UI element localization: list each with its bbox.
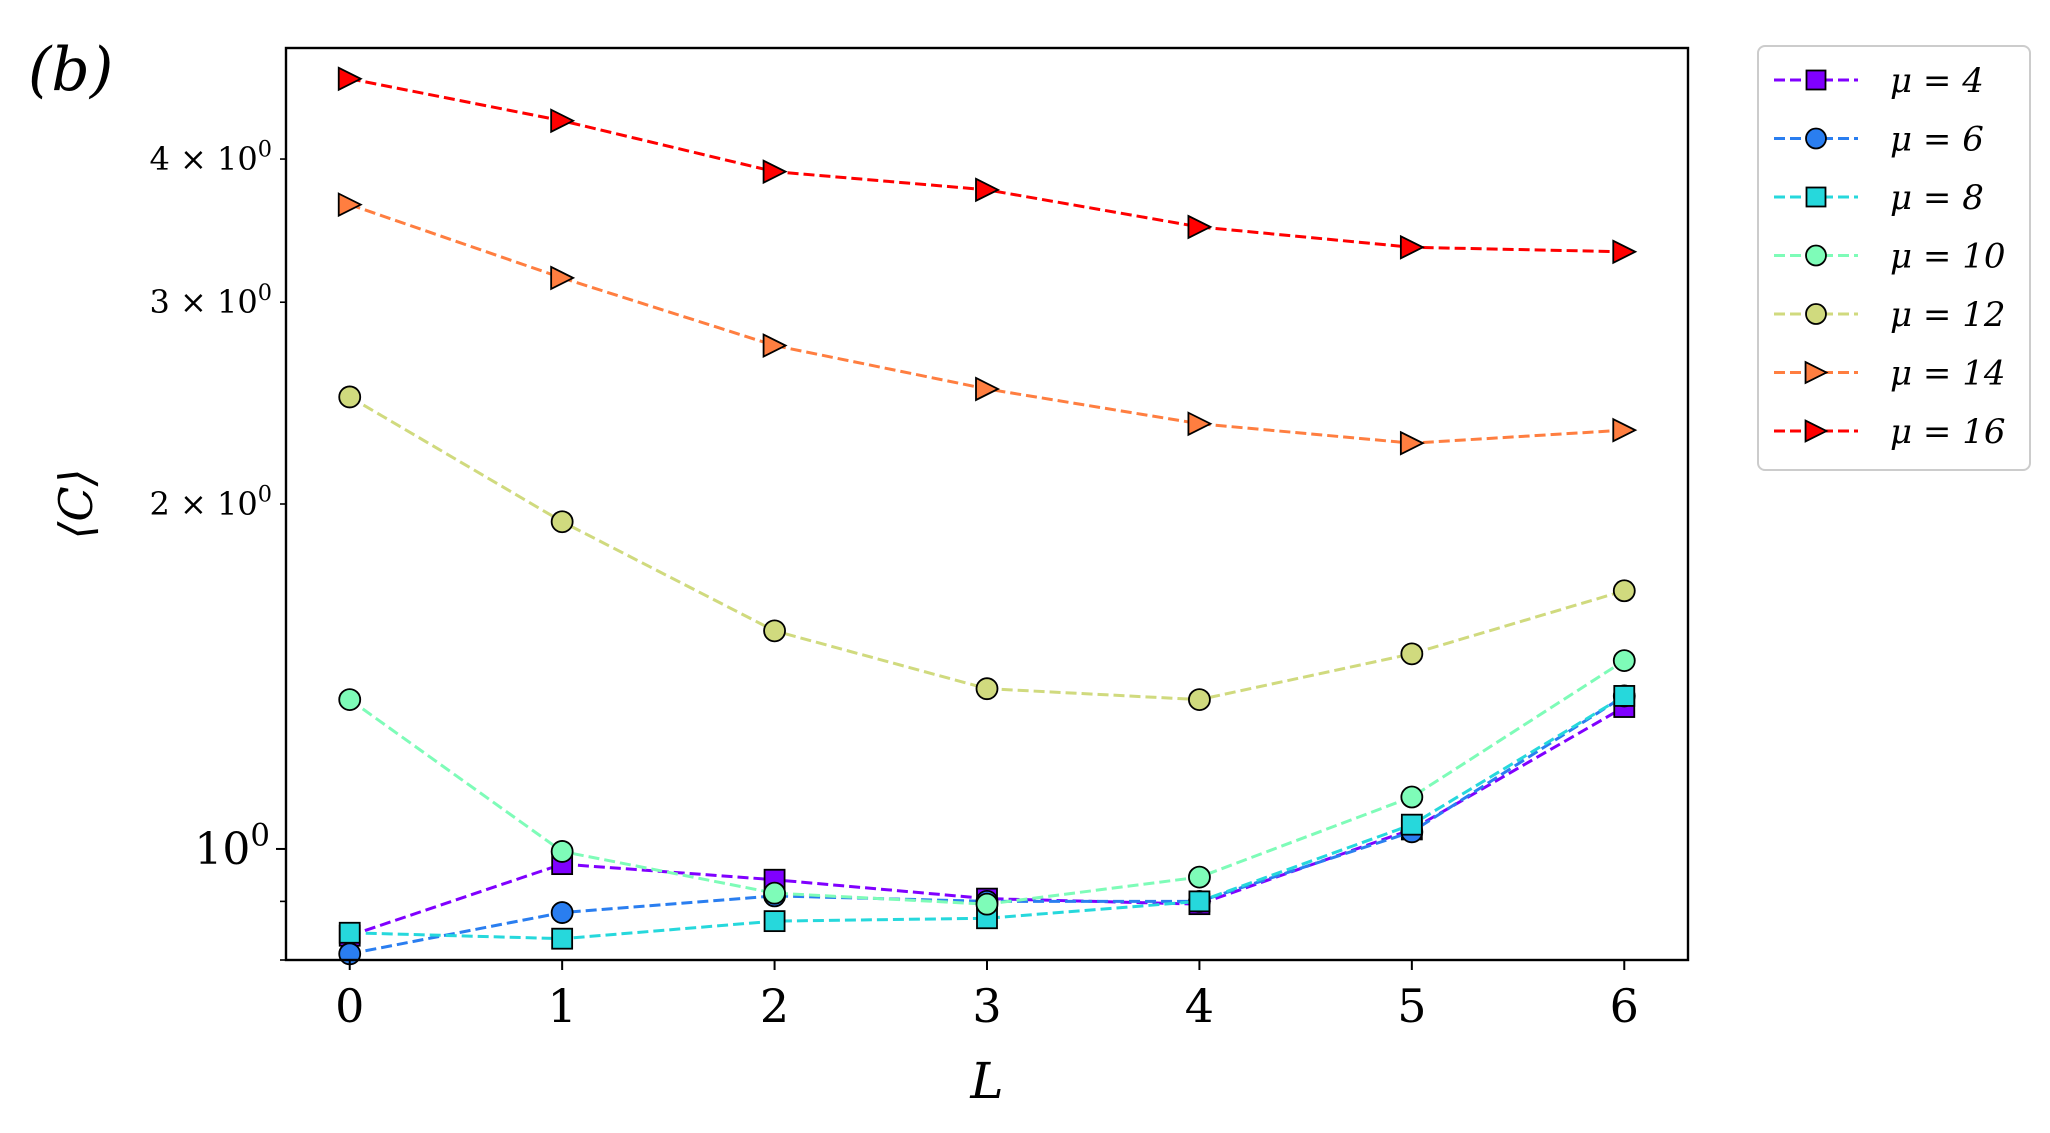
y-axis: 100 2 × 100 3 × 100 4 × 100 — [150, 137, 286, 961]
data-point — [338, 385, 362, 409]
legend-entry: μ = 4 — [1774, 61, 1984, 101]
legend-label: μ = 14 — [1890, 354, 2005, 394]
data-point — [1400, 642, 1424, 666]
data-point — [763, 619, 786, 643]
panel-label: (b) — [28, 35, 113, 105]
data-point — [1400, 785, 1424, 809]
data-point — [1612, 649, 1636, 673]
y-tick-label: 2 × 100 — [150, 482, 272, 523]
data-point — [1400, 813, 1423, 836]
data-point — [550, 901, 574, 924]
data-point — [1187, 214, 1213, 240]
data-point — [1612, 417, 1638, 443]
series-line — [349, 77, 1625, 254]
data-point — [1188, 865, 1211, 889]
data-point — [337, 66, 363, 92]
legend-frame — [1757, 45, 2031, 471]
legend-entry: μ = 8 — [1774, 178, 1984, 218]
data-point — [1399, 430, 1425, 456]
x-tick-label: 4 — [1185, 979, 1214, 1033]
x-tick-label: 2 — [760, 979, 789, 1033]
legend-marker — [1805, 244, 1827, 267]
legend-label: μ = 12 — [1890, 295, 2005, 335]
series-7 — [337, 66, 1638, 265]
x-tick-label: 3 — [972, 979, 1001, 1033]
legend: μ = 4 μ = 6 μ = 8 μ = 10 μ = 12 μ = 14 μ = 16 — [1757, 45, 2031, 471]
data-point — [550, 265, 576, 291]
legend-marker — [1805, 186, 1827, 208]
data-point — [550, 108, 576, 134]
plot-area — [337, 66, 1638, 966]
data-point — [1612, 239, 1638, 265]
x-tick-label: 1 — [548, 979, 577, 1033]
x-tick-label: 6 — [1610, 979, 1639, 1033]
legend-label: μ = 6 — [1890, 120, 1984, 160]
data-point — [762, 333, 788, 358]
legend-label: μ = 4 — [1890, 61, 1984, 101]
series-line — [349, 203, 1625, 445]
data-point — [1188, 890, 1211, 913]
data-point — [1187, 411, 1213, 437]
x-axis: 0 1 2 3 4 5 6 — [335, 960, 1639, 1033]
legend-marker — [1804, 419, 1829, 443]
data-point — [763, 881, 786, 905]
legend-entry: μ = 14 — [1774, 354, 2005, 394]
y-tick-label: 100 — [194, 817, 270, 874]
data-point — [1188, 688, 1211, 712]
y-axis-label: ⟨C⟩ — [49, 468, 103, 539]
data-point — [550, 510, 574, 534]
data-point — [975, 177, 1001, 203]
series-5 — [338, 385, 1636, 712]
y-tick-label: 3 × 100 — [150, 280, 272, 321]
data-point — [1399, 234, 1425, 260]
data-point — [763, 910, 786, 933]
data-point — [337, 192, 363, 218]
legend-marker — [1805, 127, 1827, 150]
y-tick-label: 4 × 100 — [150, 137, 272, 178]
legend-entry: μ = 16 — [1774, 412, 2005, 452]
legend-entry: μ = 10 — [1774, 237, 2005, 277]
legend-label: μ = 16 — [1890, 412, 2005, 452]
legend-marker — [1805, 303, 1827, 325]
x-tick-label: 5 — [1397, 979, 1426, 1033]
data-point — [975, 892, 999, 916]
data-point — [975, 376, 1001, 402]
data-point — [338, 688, 362, 712]
legend-entry: μ = 12 — [1774, 295, 2005, 335]
x-tick-label: 0 — [335, 979, 364, 1033]
legend-label: μ = 8 — [1890, 178, 1984, 218]
legend-label: μ = 10 — [1890, 237, 2005, 277]
data-point — [550, 840, 574, 863]
data-point — [975, 677, 999, 701]
x-axis-label: L — [969, 1052, 1003, 1110]
data-point — [338, 921, 361, 944]
series-3 — [338, 685, 1636, 950]
series-4 — [338, 649, 1636, 916]
data-point — [762, 159, 788, 185]
legend-marker — [1804, 360, 1829, 385]
data-point — [1612, 579, 1636, 603]
data-point — [551, 927, 574, 950]
legend-marker — [1805, 69, 1827, 91]
data-point — [1613, 685, 1636, 707]
series-6 — [337, 192, 1638, 456]
legend-entry: μ = 6 — [1774, 120, 1984, 160]
